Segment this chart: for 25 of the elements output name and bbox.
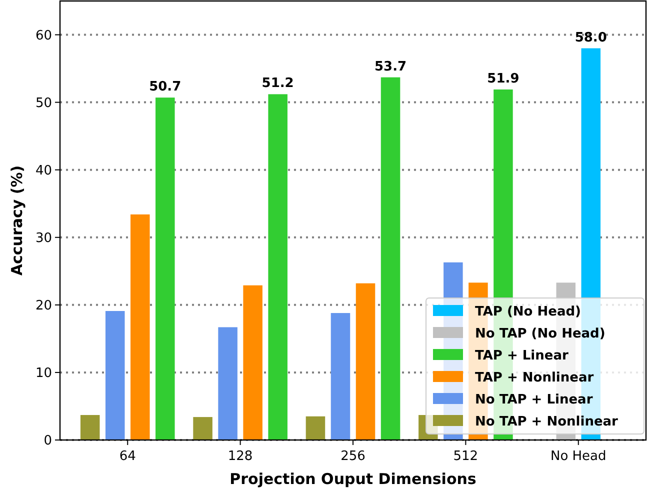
y-tick-label: 30 — [35, 230, 52, 246]
legend-label: TAP + Nonlinear — [475, 370, 594, 386]
x-tick-label: 128 — [228, 449, 253, 464]
y-tick-label: 0 — [44, 434, 52, 449]
x-tick-label: No Head — [550, 449, 606, 464]
y-tick-label: 20 — [35, 298, 52, 314]
y-tick-label: 50 — [35, 96, 52, 111]
data-label: 58.0 — [574, 30, 607, 46]
x-axis-title: Projection Ouput Dimensions — [230, 470, 476, 488]
y-tick-label: 40 — [35, 163, 52, 178]
legend-label: No TAP (No Head) — [475, 326, 606, 342]
data-label: 50.7 — [149, 80, 182, 95]
x-tick-label: 256 — [340, 449, 366, 464]
y-axis-title: Accuracy (%) — [8, 165, 26, 276]
data-label: 51.9 — [487, 71, 520, 86]
legend-label: No TAP + Linear — [475, 392, 594, 408]
y-tick-label: 10 — [35, 366, 52, 382]
x-tick-label: 64 — [119, 449, 136, 464]
data-label: 53.7 — [374, 59, 407, 74]
legend-label: TAP + Linear — [475, 348, 569, 364]
x-tick-label: 512 — [453, 449, 478, 464]
data-label: 51.2 — [262, 76, 294, 92]
legend-label: TAP (No Head) — [475, 304, 581, 320]
y-tick-label: 60 — [35, 28, 52, 44]
legend-label: No TAP + Nonlinear — [475, 414, 619, 430]
